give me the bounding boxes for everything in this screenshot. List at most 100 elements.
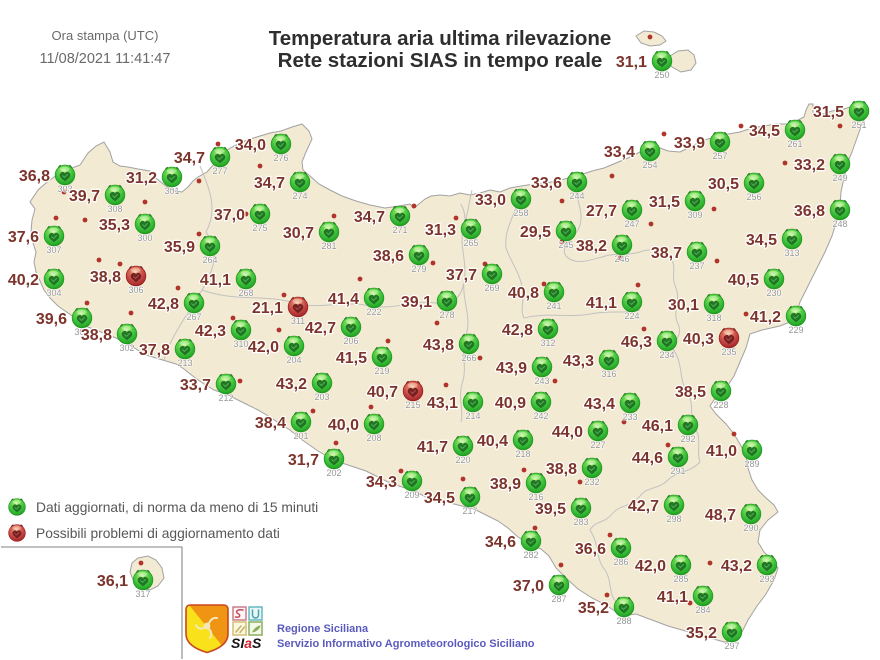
svg-text:34,3: 34,3 — [366, 474, 397, 491]
svg-text:41,1: 41,1 — [200, 272, 231, 289]
svg-text:42,7: 42,7 — [305, 320, 336, 337]
svg-text:304: 304 — [46, 288, 61, 298]
svg-text:31,5: 31,5 — [649, 194, 680, 211]
svg-text:241: 241 — [546, 301, 561, 311]
svg-text:291: 291 — [670, 466, 685, 476]
svg-text:251: 251 — [851, 120, 866, 130]
svg-text:250: 250 — [654, 70, 669, 80]
svg-text:31,7: 31,7 — [288, 452, 319, 469]
svg-text:30,5: 30,5 — [708, 176, 739, 193]
svg-text:33,0: 33,0 — [475, 192, 506, 209]
svg-text:38,6: 38,6 — [373, 248, 404, 265]
svg-text:44,6: 44,6 — [632, 450, 663, 467]
svg-text:36,8: 36,8 — [19, 168, 50, 185]
svg-text:39,7: 39,7 — [69, 188, 100, 205]
svg-text:41,5: 41,5 — [336, 350, 367, 367]
svg-text:209: 209 — [404, 490, 419, 500]
svg-text:279: 279 — [411, 264, 426, 274]
svg-text:43,1: 43,1 — [427, 395, 458, 412]
svg-text:34,6: 34,6 — [485, 534, 516, 551]
svg-text:232: 232 — [584, 477, 599, 487]
svg-text:34,7: 34,7 — [254, 175, 285, 192]
svg-text:267: 267 — [186, 312, 201, 322]
svg-text:228: 228 — [713, 400, 728, 410]
svg-text:42,3: 42,3 — [195, 323, 226, 340]
svg-text:275: 275 — [252, 223, 267, 233]
svg-text:46,1: 46,1 — [642, 418, 673, 435]
svg-text:Temperatura aria ultima rileva: Temperatura aria ultima rilevazione — [269, 27, 612, 50]
svg-text:306: 306 — [128, 285, 143, 295]
svg-text:42,8: 42,8 — [502, 322, 533, 339]
svg-text:41,0: 41,0 — [706, 443, 737, 460]
svg-text:297: 297 — [724, 641, 739, 651]
svg-text:40,2: 40,2 — [8, 272, 39, 289]
svg-text:41,1: 41,1 — [657, 589, 688, 606]
svg-text:34,5: 34,5 — [746, 232, 777, 249]
svg-text:37,8: 37,8 — [139, 342, 170, 359]
svg-text:216: 216 — [528, 492, 543, 502]
svg-text:33,2: 33,2 — [794, 157, 825, 174]
svg-text:219: 219 — [374, 366, 389, 376]
svg-text:Possibili problemi di aggiorna: Possibili problemi di aggiornamento dati — [36, 526, 280, 541]
svg-text:316: 316 — [601, 369, 616, 379]
svg-text:Servizio Informativo Agrometeo: Servizio Informativo Agrometeorologico S… — [277, 638, 535, 650]
svg-text:208: 208 — [366, 433, 381, 443]
svg-text:33,9: 33,9 — [674, 135, 705, 152]
svg-text:222: 222 — [366, 307, 381, 317]
svg-text:35,2: 35,2 — [578, 600, 609, 617]
svg-text:31,5: 31,5 — [813, 104, 844, 121]
svg-text:42,7: 42,7 — [628, 498, 659, 515]
svg-text:217: 217 — [462, 506, 477, 516]
svg-text:235: 235 — [721, 347, 736, 357]
svg-text:SIaS: SIaS — [231, 635, 262, 651]
svg-text:258: 258 — [513, 208, 528, 218]
svg-text:36,8: 36,8 — [794, 203, 825, 220]
svg-text:298: 298 — [666, 514, 681, 524]
svg-text:254: 254 — [642, 160, 657, 170]
svg-text:287: 287 — [551, 594, 566, 604]
svg-text:41,2: 41,2 — [750, 309, 781, 326]
svg-text:247: 247 — [624, 219, 639, 229]
svg-text:233: 233 — [622, 412, 637, 422]
svg-text:305: 305 — [74, 327, 89, 337]
svg-text:42,0: 42,0 — [248, 339, 279, 356]
svg-text:229: 229 — [788, 325, 803, 335]
svg-text:302: 302 — [119, 343, 134, 353]
svg-text:266: 266 — [461, 353, 476, 363]
svg-text:40,8: 40,8 — [508, 285, 539, 302]
svg-text:37,0: 37,0 — [513, 578, 544, 595]
svg-text:40,5: 40,5 — [728, 272, 759, 289]
svg-text:271: 271 — [392, 225, 407, 235]
svg-text:215: 215 — [405, 400, 420, 410]
svg-text:Regione Siciliana: Regione Siciliana — [277, 623, 369, 635]
svg-text:11/08/2021 11:41:47: 11/08/2021 11:41:47 — [40, 51, 171, 67]
svg-text:35,2: 35,2 — [686, 625, 717, 642]
svg-text:261: 261 — [787, 139, 802, 149]
svg-text:256: 256 — [746, 192, 761, 202]
svg-text:34,0: 34,0 — [235, 137, 266, 154]
svg-text:206: 206 — [343, 336, 358, 346]
svg-text:234: 234 — [659, 350, 674, 360]
svg-text:317: 317 — [135, 589, 150, 599]
svg-text:307: 307 — [46, 245, 61, 255]
svg-text:41,7: 41,7 — [417, 439, 448, 456]
svg-text:44,0: 44,0 — [552, 424, 583, 441]
svg-text:43,3: 43,3 — [563, 353, 594, 370]
svg-text:Dati aggiornati, di norma da m: Dati aggiornati, di norma da meno di 15 … — [36, 500, 318, 515]
svg-text:268: 268 — [238, 288, 253, 298]
svg-text:227: 227 — [590, 440, 605, 450]
svg-text:38,9: 38,9 — [490, 476, 521, 493]
svg-text:41,1: 41,1 — [586, 295, 617, 312]
svg-text:40,9: 40,9 — [495, 395, 526, 412]
svg-text:34,7: 34,7 — [174, 150, 205, 167]
svg-text:35,9: 35,9 — [164, 239, 195, 256]
svg-text:288: 288 — [616, 616, 631, 626]
svg-text:242: 242 — [533, 411, 548, 421]
svg-text:34,7: 34,7 — [354, 209, 385, 226]
svg-text:203: 203 — [314, 392, 329, 402]
svg-text:43,2: 43,2 — [276, 376, 307, 393]
svg-text:Rete stazioni SIAS in tempo re: Rete stazioni SIAS in tempo reale — [278, 49, 603, 72]
svg-text:31,1: 31,1 — [616, 54, 647, 71]
svg-text:39,5: 39,5 — [535, 501, 566, 518]
svg-text:230: 230 — [766, 288, 781, 298]
